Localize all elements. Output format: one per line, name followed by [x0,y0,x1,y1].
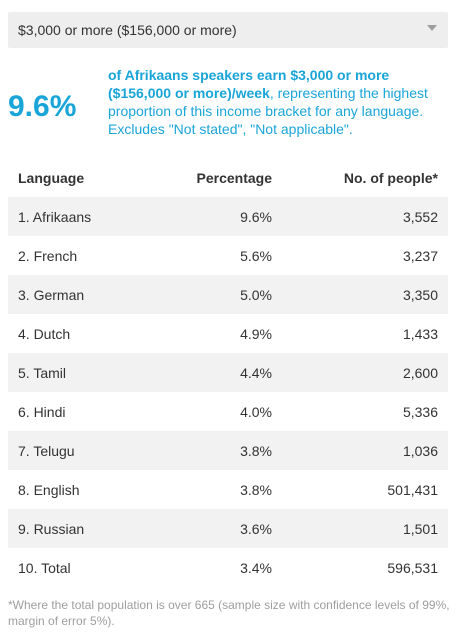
table-row: 7. Telugu 3.8% 1,036 [8,431,448,470]
cell-language: 2. French [18,247,78,264]
cell-language: 10. Total [18,559,71,576]
cell-people: 1,433 [402,325,438,342]
highlight-stat: 9.6% of Afrikaans speakers earn $3,000 o… [8,62,448,152]
cell-language: 1. Afrikaans [18,208,92,225]
cell-percentage: 5.0% [240,286,272,303]
cell-people: 5,336 [402,403,438,420]
table-row: 4. Dutch 4.9% 1,433 [8,314,448,353]
table-row: 1. Afrikaans 9.6% 3,552 [8,197,448,236]
table-row-total: 10. Total 3.4% 596,531 [8,548,448,587]
cell-percentage: 3.6% [240,520,272,537]
income-bracket-value: $3,000 or more ($156,000 or more) [18,22,237,38]
cell-language: 4. Dutch [18,325,71,342]
stat-rest-text: , representing the highest proportion of… [108,85,428,137]
cell-language: 9. Russian [18,520,85,537]
cell-percentage: 5.6% [240,247,272,264]
cell-language: 3. German [18,286,85,303]
language-income-table: Language Percentage No. of people* 1. Af… [8,158,448,587]
table-row: 5. Tamil 4.4% 2,600 [8,353,448,392]
cell-percentage: 3.4% [240,559,272,576]
cell-people: 1,501 [402,520,438,537]
cell-people: 3,350 [402,286,438,303]
cell-people: 3,237 [402,247,438,264]
cell-people: 3,552 [402,208,438,225]
cell-language: 6. Hindi [18,403,66,420]
income-bracket-select[interactable]: $3,000 or more ($156,000 or more) [8,12,448,48]
header-language: Language [18,169,85,186]
footnote: *Where the total population is over 665 … [8,598,450,628]
cell-people: 501,431 [387,481,438,498]
table-header-row: Language Percentage No. of people* [8,158,448,197]
cell-language: 7. Telugu [18,442,75,459]
cell-percentage: 4.0% [240,403,272,420]
chevron-down-icon[interactable] [427,25,437,31]
cell-percentage: 4.9% [240,325,272,342]
table-row: 9. Russian 3.6% 1,501 [8,509,448,548]
cell-percentage: 4.4% [240,364,272,381]
cell-people: 2,600 [402,364,438,381]
cell-percentage: 3.8% [240,442,272,459]
stat-value: 9.6% [8,90,77,123]
cell-language: 5. Tamil [18,364,66,381]
stat-highlight-text: of Afrikaans speakers earn $3,000 or mor… [108,67,390,101]
cell-people: 1,036 [402,442,438,459]
cell-language: 8. English [18,481,80,498]
header-percentage: Percentage [196,169,272,186]
table-row: 2. French 5.6% 3,237 [8,236,448,275]
cell-percentage: 3.8% [240,481,272,498]
table-row: 8. English 3.8% 501,431 [8,470,448,509]
header-people: No. of people* [343,169,438,186]
table-row: 6. Hindi 4.0% 5,336 [8,392,448,431]
cell-people: 596,531 [387,559,438,576]
stat-description: of Afrikaans speakers earn $3,000 or mor… [108,66,448,138]
cell-percentage: 9.6% [240,208,272,225]
table-row: 3. German 5.0% 3,350 [8,275,448,314]
